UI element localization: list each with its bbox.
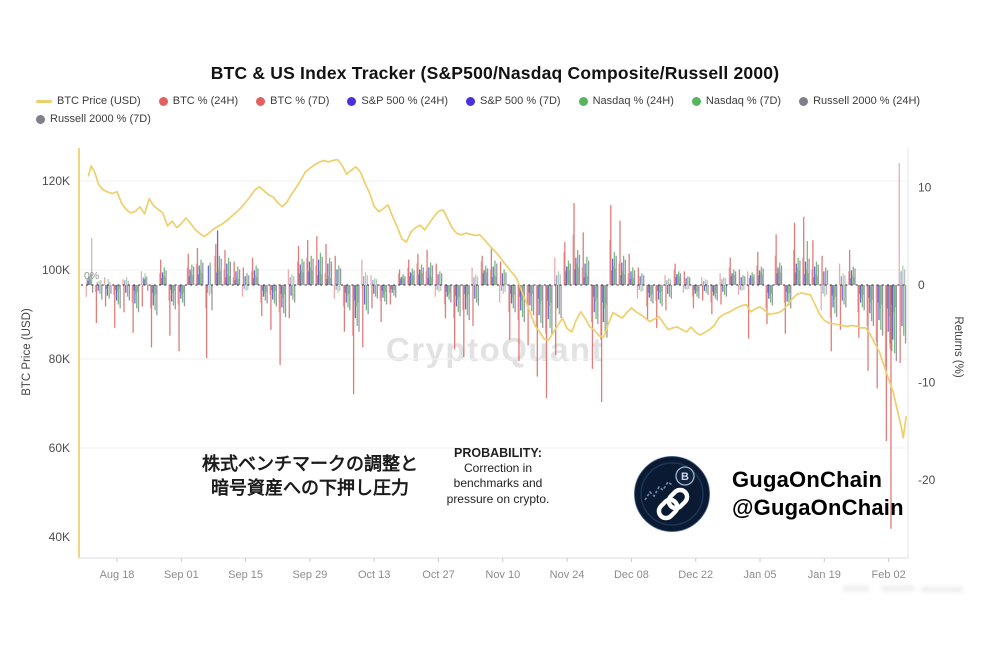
left-axis-tick-label: 120K	[42, 174, 70, 188]
legend-item-label: S&P 500 % (24H)	[361, 95, 449, 107]
legend: BTC Price (USD) BTC % (24H) BTC % (7D) S&P …	[36, 95, 986, 125]
brand-text: GugaOnChain @GugaOnChain	[732, 466, 904, 522]
legend-dot-swatch	[256, 96, 266, 106]
annotation-jp-line1: 株式ベンチマークの調整と	[202, 454, 418, 474]
legend-dot-swatch	[466, 96, 476, 106]
legend-item-2[interactable]: BTC % (7D)	[256, 95, 329, 107]
bitcoin-badge-circle	[675, 466, 695, 486]
x-axis-tick-label: Oct 27	[422, 569, 454, 581]
annotation-japanese: 株式ベンチマークの調整と 暗号資産への下押し圧力	[190, 452, 430, 501]
x-axis-tick-label: Aug 18	[100, 569, 135, 581]
left-axis-tick-label: 40K	[49, 530, 70, 544]
right-axis-tick-label: -20	[918, 473, 936, 487]
chain-link-icon	[656, 487, 690, 521]
legend-item-label: BTC % (24H)	[172, 95, 239, 107]
right-axis-title: Returns (%)	[952, 316, 964, 378]
x-axis-tick-label: Nov 24	[550, 569, 585, 581]
x-axis-tick-label: Sep 01	[164, 569, 199, 581]
zero-line-label: 0%	[84, 270, 100, 282]
legend-item-8[interactable]: Russell 2000 % (7D)	[36, 113, 151, 125]
legend-item-label: S&P 500 % (7D)	[480, 95, 561, 107]
legend-dot-swatch	[158, 96, 168, 106]
x-axis-tick-label: Jan 05	[744, 569, 777, 581]
btc-price-line	[87, 158, 907, 439]
brand-name: GugaOnChain	[732, 467, 883, 492]
probability-line-1: Correction in	[463, 461, 533, 475]
x-axis-tick-label: Feb 02	[871, 569, 905, 581]
legend-item-3[interactable]: S&P 500 % (24H)	[347, 95, 448, 107]
annotation-probability: PROBABILITY: Correction in benchmarks an…	[430, 446, 566, 507]
legend-line-swatch	[36, 99, 52, 103]
blurred-watermark	[843, 586, 869, 591]
legend-item-7[interactable]: Russell 2000 % (24H)	[799, 95, 920, 107]
legend-item-label: Russell 2000 % (24H)	[813, 95, 921, 107]
x-axis-tick-label: Sep 29	[292, 569, 327, 581]
legend-dot-swatch	[691, 96, 701, 106]
legend-item-5[interactable]: Nasdaq % (24H)	[578, 95, 674, 107]
logo-inner-ring	[640, 462, 704, 526]
legend-dot-swatch	[36, 114, 45, 124]
legend-dot-swatch	[578, 96, 588, 106]
legend-item-label: Russell 2000 % (7D)	[50, 113, 151, 125]
x-axis-tick-label: Dec 22	[678, 569, 713, 581]
legend-dot-swatch	[799, 96, 809, 106]
x-axis-tick-label: Nov 10	[485, 569, 520, 581]
brand-handle: @GugaOnChain	[732, 495, 904, 520]
x-axis-tick-label: Dec 08	[614, 569, 649, 581]
left-axis-tick-label: 100K	[42, 263, 70, 277]
legend-item-4[interactable]: S&P 500 % (7D)	[466, 95, 561, 107]
legend-dot-swatch	[347, 96, 357, 106]
cryptoquant-watermark: CryptoQuant	[385, 331, 605, 368]
blurred-watermark	[881, 586, 915, 591]
legend-item-0[interactable]: BTC Price (USD)	[36, 95, 141, 107]
probability-line-3: pressure on crypto.	[446, 491, 550, 506]
left-axis-tick-label: 60K	[49, 441, 70, 455]
annotation-jp-line2: 暗号資産への下押し圧力	[211, 478, 409, 499]
right-axis-tick-label: 0	[918, 278, 925, 292]
chart-title: BTC & US Index Tracker (S&P500/Nasdaq Co…	[210, 63, 780, 83]
legend-item-label: Nasdaq % (7D)	[705, 95, 782, 107]
left-axis-tick-label: 80K	[49, 352, 70, 366]
legend-item-6[interactable]: Nasdaq % (7D)	[691, 95, 782, 107]
x-axis-tick-label: Sep 15	[228, 569, 263, 581]
blurred-watermark	[921, 587, 963, 592]
probability-title: PROBABILITY:	[454, 446, 542, 460]
bitcoin-icon: B	[681, 471, 689, 483]
legend-item-label: BTC % (7D)	[270, 95, 330, 107]
probability-line-2: benchmarks and	[453, 476, 543, 491]
gugaonchain-logo: B	[634, 456, 710, 532]
left-axis-title: BTC Price (USD)	[21, 308, 33, 396]
legend-item-label: Nasdaq % (24H)	[592, 95, 674, 107]
trend-sparkline-icon	[644, 480, 673, 501]
right-axis-tick-label: 10	[918, 181, 932, 195]
x-axis-tick-label: Jan 19	[808, 569, 841, 581]
x-axis-tick-label: Oct 13	[358, 569, 390, 581]
legend-item-1[interactable]: BTC % (24H)	[158, 95, 239, 107]
right-axis-tick-label: -10	[918, 376, 936, 390]
legend-item-label: BTC Price (USD)	[57, 95, 141, 107]
logo-outer-ring	[634, 456, 710, 532]
